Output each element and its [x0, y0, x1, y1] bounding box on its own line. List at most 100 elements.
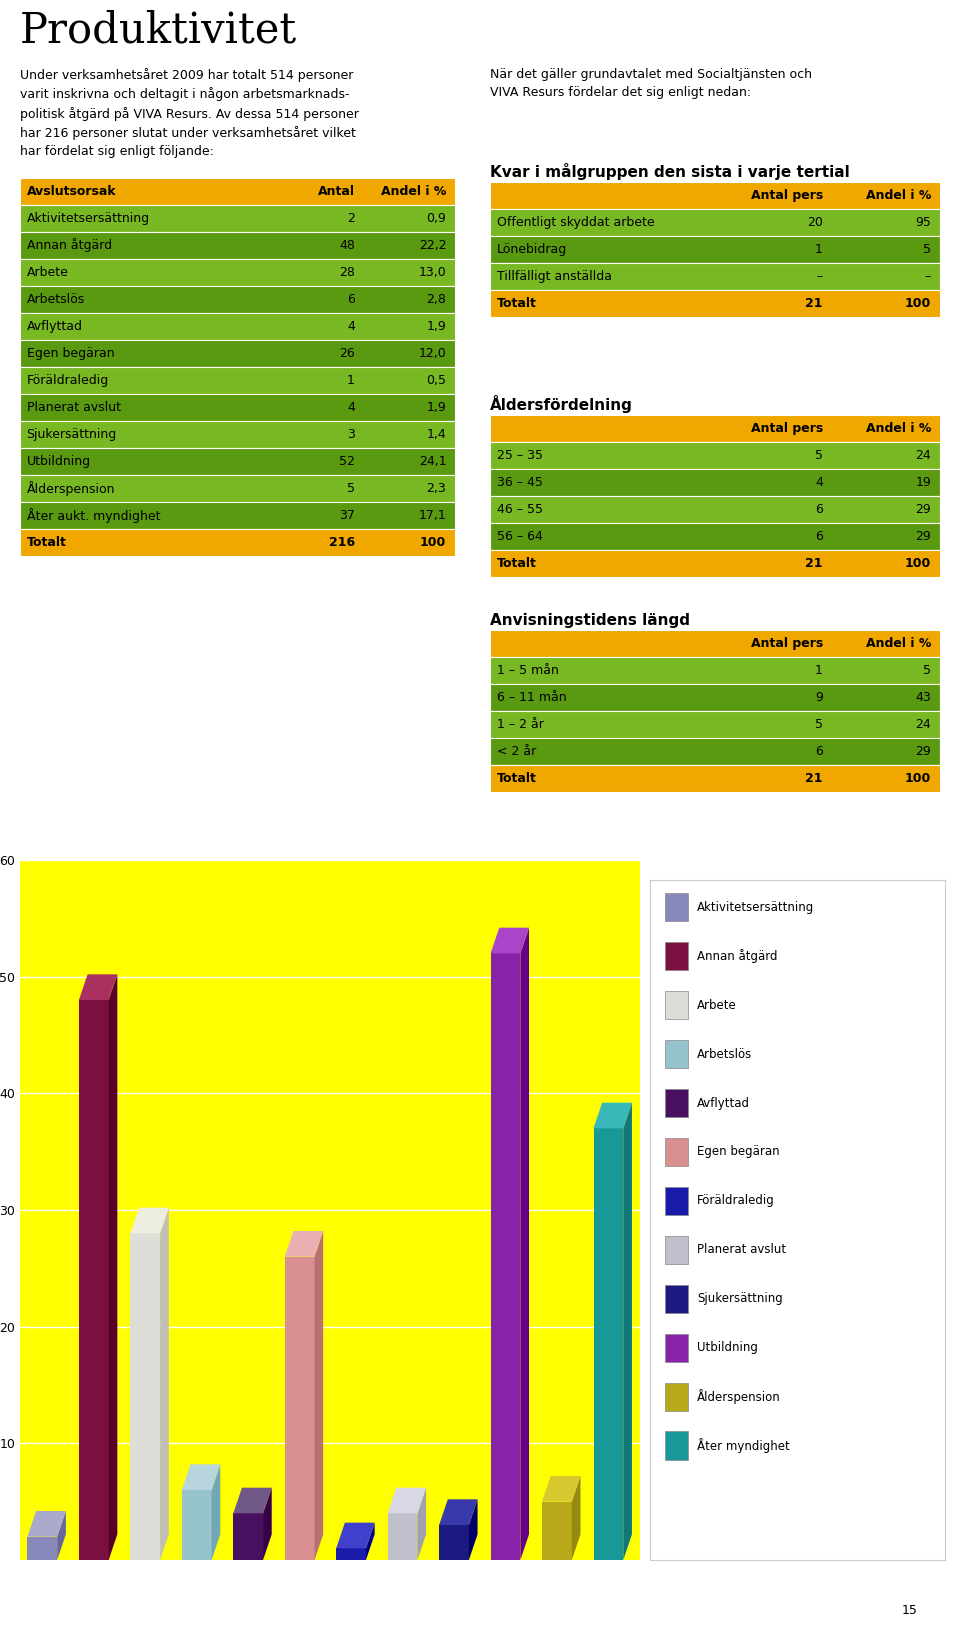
Text: 216: 216 — [329, 536, 355, 549]
Bar — [664, 1187, 688, 1214]
Bar — [664, 991, 688, 1019]
Text: Arbetslös: Arbetslös — [27, 293, 84, 306]
Text: Andel i %: Andel i % — [866, 422, 931, 435]
Bar — [490, 630, 940, 658]
Text: –: – — [817, 270, 823, 283]
Polygon shape — [108, 974, 117, 1560]
Bar — [20, 233, 455, 259]
Polygon shape — [572, 1477, 581, 1560]
Text: 5: 5 — [923, 664, 931, 677]
Text: Arbetslös: Arbetslös — [697, 1047, 753, 1060]
Bar — [490, 441, 940, 469]
Text: Totalt: Totalt — [496, 557, 537, 570]
Bar — [664, 1431, 688, 1460]
Polygon shape — [28, 1511, 66, 1537]
Bar — [20, 394, 455, 422]
Text: 1: 1 — [815, 664, 823, 677]
Text: Totalt: Totalt — [27, 536, 66, 549]
Bar — [490, 523, 940, 550]
Text: 1: 1 — [815, 243, 823, 256]
Text: 6: 6 — [815, 531, 823, 544]
Text: 36 – 45: 36 – 45 — [496, 475, 542, 488]
Text: 5: 5 — [815, 718, 823, 731]
Text: Föräldraledig: Föräldraledig — [27, 374, 108, 387]
Text: 5: 5 — [923, 243, 931, 256]
Text: Avflyttad: Avflyttad — [27, 321, 83, 334]
Text: 0,5: 0,5 — [426, 374, 446, 387]
Text: 22,2: 22,2 — [419, 239, 446, 252]
Text: Anvisningstidens längd: Anvisningstidens längd — [490, 612, 690, 628]
Polygon shape — [366, 1522, 374, 1560]
Bar — [20, 287, 455, 313]
Bar — [664, 1236, 688, 1265]
Text: 6: 6 — [815, 746, 823, 759]
Text: Produktivitet: Produktivitet — [20, 10, 298, 50]
Bar — [490, 550, 940, 576]
Text: Offentligt skyddat arbete: Offentligt skyddat arbete — [496, 217, 655, 230]
Polygon shape — [491, 954, 520, 1560]
Text: Arbete: Arbete — [27, 265, 68, 278]
Text: 4: 4 — [815, 475, 823, 488]
Text: Lönebidrag: Lönebidrag — [496, 243, 567, 256]
Text: 4: 4 — [348, 321, 355, 334]
Polygon shape — [131, 1208, 169, 1234]
Text: Åter aukt. myndighet: Åter aukt. myndighet — [27, 508, 160, 523]
Bar — [490, 765, 940, 791]
Text: 12,0: 12,0 — [419, 347, 446, 360]
Polygon shape — [388, 1514, 418, 1560]
Text: Åldersfördelning: Åldersfördelning — [490, 396, 633, 414]
Text: 20: 20 — [807, 217, 823, 230]
Text: Arbete: Arbete — [697, 998, 737, 1011]
Text: 2,3: 2,3 — [426, 482, 446, 495]
Text: Utbildning: Utbildning — [27, 454, 90, 467]
Bar — [490, 469, 940, 497]
Polygon shape — [439, 1499, 477, 1525]
Polygon shape — [263, 1488, 272, 1560]
Text: 13,0: 13,0 — [419, 265, 446, 278]
Bar — [20, 205, 455, 233]
Polygon shape — [131, 1234, 160, 1560]
Text: 56 – 64: 56 – 64 — [496, 531, 542, 544]
Text: Antal pers: Antal pers — [751, 422, 823, 435]
Text: Sjukersättning: Sjukersättning — [27, 428, 117, 441]
Text: 19: 19 — [915, 475, 931, 488]
Polygon shape — [623, 1102, 632, 1560]
Text: Egen begäran: Egen begäran — [27, 347, 114, 360]
Bar — [20, 313, 455, 340]
Bar — [490, 264, 940, 290]
Bar — [20, 529, 455, 557]
Text: 26: 26 — [339, 347, 355, 360]
Text: Aktivitetsersättning: Aktivitetsersättning — [697, 900, 814, 913]
Polygon shape — [336, 1548, 366, 1560]
Polygon shape — [28, 1537, 58, 1560]
Text: 15: 15 — [902, 1604, 918, 1617]
Text: 25 – 35: 25 – 35 — [496, 449, 542, 462]
Text: Andel i %: Andel i % — [866, 637, 931, 650]
Text: 100: 100 — [904, 772, 931, 785]
Text: 29: 29 — [915, 503, 931, 516]
Bar — [490, 737, 940, 765]
Text: 28: 28 — [339, 265, 355, 278]
Text: 3: 3 — [348, 428, 355, 441]
Text: 1: 1 — [348, 374, 355, 387]
Text: Aktivitetsersättning: Aktivitetsersättning — [27, 212, 150, 225]
Bar — [20, 340, 455, 366]
Text: Föräldraledig: Föräldraledig — [697, 1195, 775, 1208]
Text: –: – — [924, 270, 931, 283]
Bar — [490, 236, 940, 264]
Text: Kvar i målgruppen den sista i varje tertial: Kvar i målgruppen den sista i varje tert… — [490, 163, 850, 181]
Bar — [490, 208, 940, 236]
Polygon shape — [79, 974, 117, 1000]
Text: 4: 4 — [348, 400, 355, 414]
Text: 95: 95 — [915, 217, 931, 230]
Polygon shape — [285, 1231, 324, 1257]
Polygon shape — [388, 1488, 426, 1514]
Text: 100: 100 — [904, 557, 931, 570]
Text: Ålderspension: Ålderspension — [27, 480, 115, 497]
Text: 1,9: 1,9 — [426, 400, 446, 414]
Bar — [490, 497, 940, 523]
Bar — [664, 1040, 688, 1068]
Text: Annan åtgärd: Annan åtgärd — [697, 949, 778, 964]
Text: Utbildning: Utbildning — [697, 1341, 758, 1354]
Text: 6: 6 — [815, 503, 823, 516]
